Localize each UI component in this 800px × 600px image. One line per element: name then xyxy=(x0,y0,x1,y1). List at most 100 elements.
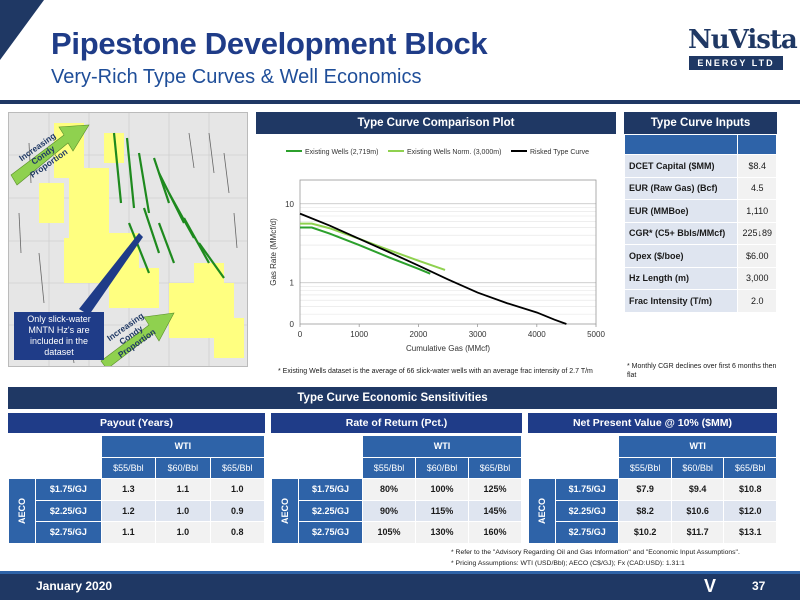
table-cell: $9.4 xyxy=(670,478,725,501)
table-row: $2.25/GJ $8.2 $10.6 $12.0 xyxy=(529,499,777,522)
y-tick-label: 10 xyxy=(285,200,294,209)
table-cell: 0.9 xyxy=(209,499,266,522)
wti-row: WTI xyxy=(8,435,266,479)
input-label: Hz Length (m) xyxy=(623,266,739,290)
column-header: $60/Bbl xyxy=(414,456,469,479)
footnotes: * Refer to the "Advisory Regarding Oil a… xyxy=(451,547,740,569)
column-header-row: $55/Bbl $60/Bbl $65/Bbl xyxy=(529,456,777,479)
header-rule xyxy=(0,100,800,104)
table-cell: 0.8 xyxy=(209,521,266,544)
row-header: $2.75/GJ xyxy=(555,521,620,544)
x-tick-label: 2000 xyxy=(410,330,428,339)
table-cell: $8.2 xyxy=(618,499,672,522)
payout-header: Payout (Years) xyxy=(8,413,265,433)
x-tick-label: 0 xyxy=(298,330,303,339)
footer-bar: January 2020 V 37 xyxy=(0,571,800,600)
inputs-header: Type Curve Inputs xyxy=(624,112,777,134)
table-cell: $12.0 xyxy=(723,499,777,522)
row-header: $1.75/GJ xyxy=(555,478,620,501)
input-value: $6.00 xyxy=(737,244,777,268)
x-tick-label: 5000 xyxy=(587,330,605,339)
inputs-row: CGR* (C5+ Bbls/MMcf) 225↓89 xyxy=(623,221,777,245)
aeco-label: AECO xyxy=(527,478,557,544)
inputs-row: EUR (MMBoe) 1,110 xyxy=(623,199,777,223)
column-header: $55/Bbl xyxy=(361,456,416,479)
row-header: $1.75/GJ xyxy=(298,478,363,501)
footnote-2: * Pricing Assumptions: WTI (USD/Bbl); AE… xyxy=(451,560,685,567)
table-cell: $10.8 xyxy=(723,478,777,501)
column-header: $65/Bbl xyxy=(723,456,777,479)
table-cell: 1.1 xyxy=(100,521,157,544)
inputs-table: DCET Capital ($MM) $8.4 EUR (Raw Gas) (Bcf… xyxy=(623,134,777,313)
legend-label: Existing Wells Norm. (3,000m) xyxy=(407,149,501,156)
input-label: Opex ($/boe) xyxy=(623,244,739,268)
corner-triangle xyxy=(0,0,44,60)
inputs-row: EUR (Raw Gas) (Bcf) 4.5 xyxy=(623,176,777,200)
chart-footnote: * Existing Wells dataset is the average … xyxy=(278,368,593,375)
column-header: $65/Bbl xyxy=(209,456,266,479)
table-cell: 1.0 xyxy=(155,499,211,522)
table-row: $2.75/GJ $10.2 $11.7 $13.1 xyxy=(529,521,777,544)
input-label: DCET Capital ($MM) xyxy=(623,154,739,178)
sensitivities-header: Type Curve Economic Sensitivities xyxy=(8,387,777,409)
inputs-row: Hz Length (m) 3,000 xyxy=(623,266,777,290)
x-axis-label: Cumulative Gas (MMcf) xyxy=(406,344,490,353)
input-label: CGR* (C5+ Bbls/MMcf) xyxy=(623,221,739,245)
inputs-blank-row xyxy=(623,134,777,155)
chart-panel-header: Type Curve Comparison Plot xyxy=(256,112,616,134)
y-axis-label: Gas Rate (MMcf/d) xyxy=(269,218,278,286)
logo-word: NuVista xyxy=(688,25,798,55)
aeco-label: AECO xyxy=(7,478,37,544)
table-cell: 1.2 xyxy=(100,499,157,522)
series-line-0 xyxy=(300,226,431,275)
input-label: EUR (MMBoe) xyxy=(623,199,739,223)
row-header: $2.25/GJ xyxy=(35,499,102,522)
x-tick-label: 1000 xyxy=(350,330,368,339)
table-cell: $13.1 xyxy=(723,521,777,544)
table-cell: 80% xyxy=(361,478,416,501)
row-header: $1.75/GJ xyxy=(35,478,102,501)
x-tick-label: 3000 xyxy=(469,330,487,339)
wti-label: WTI xyxy=(618,435,777,458)
wti-label: WTI xyxy=(361,435,523,458)
table-row: $2.75/GJ 1.1 1.0 0.8 xyxy=(9,521,266,544)
column-header-row: $55/Bbl $60/Bbl $65/Bbl xyxy=(9,456,266,479)
table-cell: $11.7 xyxy=(670,521,725,544)
table-row: $2.75/GJ 105% 130% 160% xyxy=(272,521,523,544)
inputs-note: * Monthly CGR declines over first 6 mont… xyxy=(627,363,777,379)
plot-area xyxy=(299,179,597,325)
page-subtitle: Very-Rich Type Curves & Well Economics xyxy=(51,66,422,88)
table-cell: 1.1 xyxy=(155,478,211,501)
table-row: AECO $1.75/GJ 1.3 1.1 1.0 xyxy=(7,478,266,544)
chart-container: 0 1 10 0 1000 2000 3000 4000 5000 Cumulative Gas … xyxy=(256,134,616,362)
column-header: $60/Bbl xyxy=(155,456,211,479)
footer-logo-mark: V xyxy=(704,576,717,596)
footnote-1: * Refer to the "Advisory Regarding Oil a… xyxy=(451,549,740,556)
page-title: Pipestone Development Block xyxy=(51,26,488,61)
input-label: EUR (Raw Gas) (Bcf) xyxy=(623,176,739,200)
table-cell: $7.9 xyxy=(618,478,672,501)
table-row: AECO $1.75/GJ 80% 100% 125% xyxy=(270,478,523,544)
corner-cell xyxy=(271,435,363,479)
corner-cell xyxy=(8,435,102,479)
table-cell: 1.3 xyxy=(100,478,157,501)
inputs-row: Frac Intensity (T/m) 2.0 xyxy=(623,289,777,313)
aeco-label: AECO xyxy=(270,478,300,544)
npv-header: Net Present Value @ 10% ($MM) xyxy=(528,413,777,433)
aeco-text: AECO xyxy=(280,497,291,524)
table-cell: 105% xyxy=(361,521,416,544)
corner-cell xyxy=(527,435,620,479)
row-header: $2.25/GJ xyxy=(555,499,620,522)
table-cell: 160% xyxy=(467,521,523,544)
column-header-row: $55/Bbl $60/Bbl $65/Bbl xyxy=(272,456,523,479)
series-line-2 xyxy=(299,212,567,325)
wti-row: WTI xyxy=(527,435,777,479)
y-tick-label: 1 xyxy=(290,279,295,288)
page-number: 37 xyxy=(752,579,766,593)
table-cell: 90% xyxy=(361,499,416,522)
y-tick-label: 0 xyxy=(290,320,295,329)
footer-date: January 2020 xyxy=(36,579,113,593)
legend-label: Risked Type Curve xyxy=(530,149,589,156)
input-value: 4.5 xyxy=(737,176,777,200)
row-header: $2.75/GJ xyxy=(298,521,363,544)
